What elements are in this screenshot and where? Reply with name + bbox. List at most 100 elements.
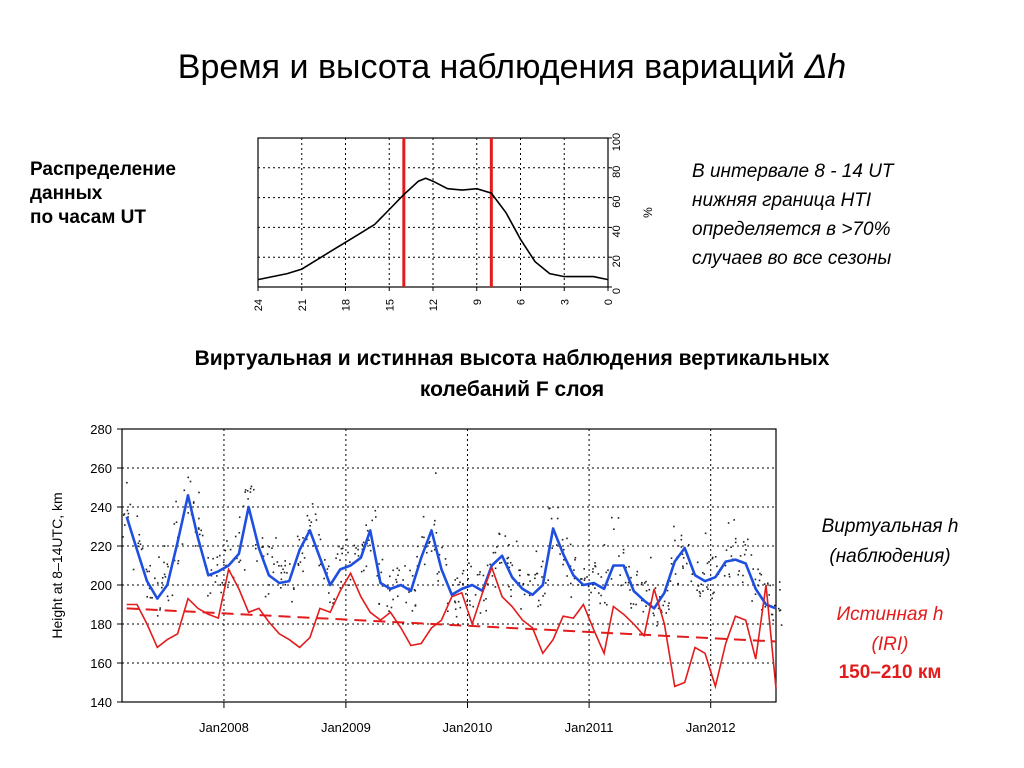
true-height-line (126, 565, 777, 690)
observation-dot (498, 532, 500, 535)
observation-dot (433, 548, 436, 551)
observation-dot (570, 596, 573, 598)
observation-dot (163, 561, 165, 564)
observation-dot (284, 564, 286, 567)
observation-dot (398, 569, 400, 572)
observation-dot (506, 557, 508, 560)
observation-dot (246, 490, 249, 492)
observation-dot (219, 584, 222, 586)
observation-dot (660, 609, 663, 612)
observation-dot (624, 581, 627, 584)
observation-dot (454, 608, 457, 610)
observation-dot (244, 489, 247, 491)
observation-dot (376, 575, 379, 577)
observation-dot (622, 552, 625, 554)
observation-dot (368, 539, 370, 541)
observation-dot (264, 595, 267, 598)
observation-dot (563, 548, 565, 551)
observation-dot (700, 583, 702, 586)
observation-dot (618, 555, 620, 557)
observation-dot (289, 563, 291, 565)
observation-dot (428, 542, 430, 544)
observation-dot (149, 596, 152, 599)
observation-dot (396, 567, 399, 570)
observation-dot (366, 529, 369, 532)
page-title: Время и высота наблюдения вариаций Δh (0, 48, 1024, 87)
observation-dot (365, 524, 367, 526)
observation-dot (528, 574, 530, 576)
observation-dot (209, 592, 212, 594)
observation-dot (768, 594, 770, 596)
observation-dot (504, 535, 507, 537)
observation-dot (166, 595, 169, 598)
observation-dot (469, 604, 471, 606)
x-tick-label: Jan2008 (199, 720, 249, 735)
observation-dot (629, 589, 631, 591)
observation-dot (166, 563, 169, 565)
observation-dot (397, 595, 399, 597)
observation-dot (409, 569, 411, 572)
observation-dot (569, 565, 572, 567)
observation-dot (378, 563, 380, 565)
observation-dot (657, 607, 660, 610)
observation-dot (712, 592, 714, 595)
observation-dot (126, 481, 128, 484)
observation-dot (434, 519, 436, 522)
observation-dot (654, 587, 657, 589)
observation-dot (426, 551, 428, 554)
observation-dot (706, 562, 709, 565)
observation-dot (519, 569, 521, 571)
observation-dot (148, 587, 151, 590)
observation-dot (207, 557, 209, 559)
observation-dot (509, 561, 512, 564)
hour-distribution-caption: Распределение данных по часам UT (30, 158, 250, 230)
observation-dot (291, 600, 293, 603)
observation-dot (238, 561, 240, 563)
observation-dot (704, 532, 707, 535)
observation-dot (280, 565, 283, 567)
observation-dot (682, 565, 684, 568)
observation-dot (780, 624, 783, 626)
observation-dot (404, 565, 406, 567)
observation-dot (374, 509, 377, 512)
observation-dot (745, 549, 747, 551)
observation-dot (157, 582, 159, 584)
observation-dot (123, 513, 126, 515)
observation-dot (326, 568, 329, 570)
observation-dot (680, 534, 683, 537)
observation-dot (319, 538, 322, 541)
observation-dot (375, 516, 377, 518)
y-tick-label: 200 (90, 578, 112, 593)
observation-dot (772, 619, 775, 621)
observation-dot (433, 523, 436, 526)
observation-dot (175, 521, 178, 523)
observation-dot (763, 583, 766, 585)
observation-dot (207, 594, 209, 597)
observation-dot (129, 503, 132, 506)
observation-dot (314, 513, 317, 515)
observation-dot (728, 573, 730, 576)
title-text: Время и высота наблюдения вариаций (177, 48, 805, 86)
observation-dot (197, 527, 200, 529)
observation-dot (518, 582, 521, 584)
observation-dot (653, 614, 655, 617)
y-tick-label: 80 (611, 166, 623, 178)
observation-dot (680, 538, 683, 541)
observation-dot (438, 553, 441, 556)
observation-dot (267, 593, 270, 595)
observation-dot (476, 574, 479, 576)
observation-dot (656, 624, 658, 627)
observation-dot (587, 585, 590, 588)
observation-dot (389, 575, 391, 578)
observation-dot (474, 594, 477, 596)
observation-dot (292, 587, 295, 589)
observation-dot (669, 580, 672, 582)
observation-dot (151, 597, 153, 599)
observation-dot (515, 540, 518, 543)
observation-dot (319, 563, 322, 566)
observation-dot (458, 583, 460, 586)
observation-dot (529, 580, 531, 582)
observation-dot (389, 589, 391, 592)
observation-dot (339, 587, 342, 589)
observation-dot (708, 561, 710, 563)
